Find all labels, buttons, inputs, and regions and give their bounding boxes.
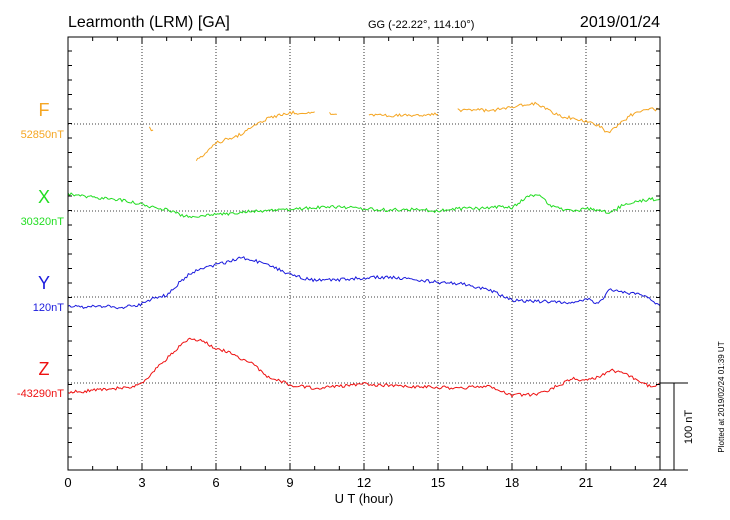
grid-lines (68, 37, 660, 470)
x-tick-label: 3 (138, 475, 145, 490)
series-line-z (67, 337, 661, 398)
scale-bar: 100 nT (660, 382, 695, 471)
x-tick-label: 0 (64, 475, 71, 490)
axis-ticks: 0 3 6 9 12 15 18 21 24 (64, 37, 667, 490)
series-baseline-z: -43290nT (17, 388, 64, 400)
x-tick-label: 9 (286, 475, 293, 490)
x-tick-label: 6 (212, 475, 219, 490)
x-tick-label: 15 (431, 475, 445, 490)
series-line-f (195, 110, 315, 162)
series-name-x: X (38, 187, 50, 207)
series-name-z: Z (39, 359, 50, 379)
date-label: 2019/01/24 (580, 14, 660, 31)
series-line-f (329, 112, 337, 116)
x-tick-label: 18 (505, 475, 519, 490)
series-line-f (368, 112, 439, 118)
series-line-x (67, 192, 661, 219)
x-axis-label: U T (hour) (335, 491, 394, 506)
x-tick-label: 12 (357, 475, 371, 490)
station-title: Learmonth (LRM) [GA] (68, 14, 230, 31)
channel-labels: F 52850nT X 30320nT Y 120nT Z -43290nT (17, 100, 64, 400)
series-name-f: F (39, 100, 50, 120)
series-line-f (457, 101, 661, 134)
plotted-at-note: Plotted at 2019/02/24 01:39 UT (717, 341, 726, 452)
x-tick-label: 21 (579, 475, 593, 490)
series-line-f (148, 126, 154, 132)
series-baseline-x: 30320nT (21, 216, 65, 228)
coordinates-label: GG (-22.22°, 114.10°) (368, 19, 474, 31)
scale-bar-label: 100 nT (683, 410, 695, 445)
series-line-y (67, 256, 661, 310)
x-tick-label: 24 (653, 475, 667, 490)
series-baseline-y: 120nT (33, 302, 64, 314)
series-lines (67, 101, 661, 398)
series-baseline-f: 52850nT (21, 129, 65, 141)
series-name-y: Y (38, 273, 50, 293)
